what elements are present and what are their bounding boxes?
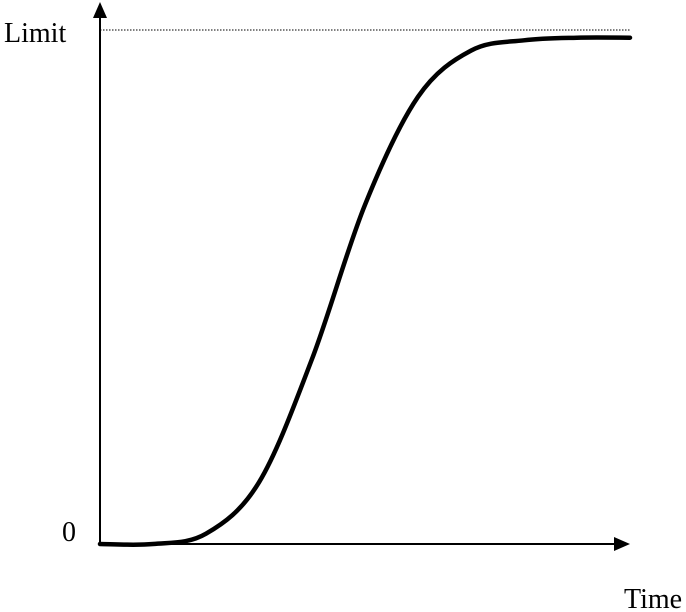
y-axis-arrow <box>93 2 107 18</box>
y-tick-label-limit: Limit <box>4 18 66 49</box>
x-axis-arrow <box>614 537 630 551</box>
x-axis-label: Time <box>624 584 682 612</box>
series-line <box>97 35 633 547</box>
y-tick-label-zero: 0 <box>62 517 76 548</box>
